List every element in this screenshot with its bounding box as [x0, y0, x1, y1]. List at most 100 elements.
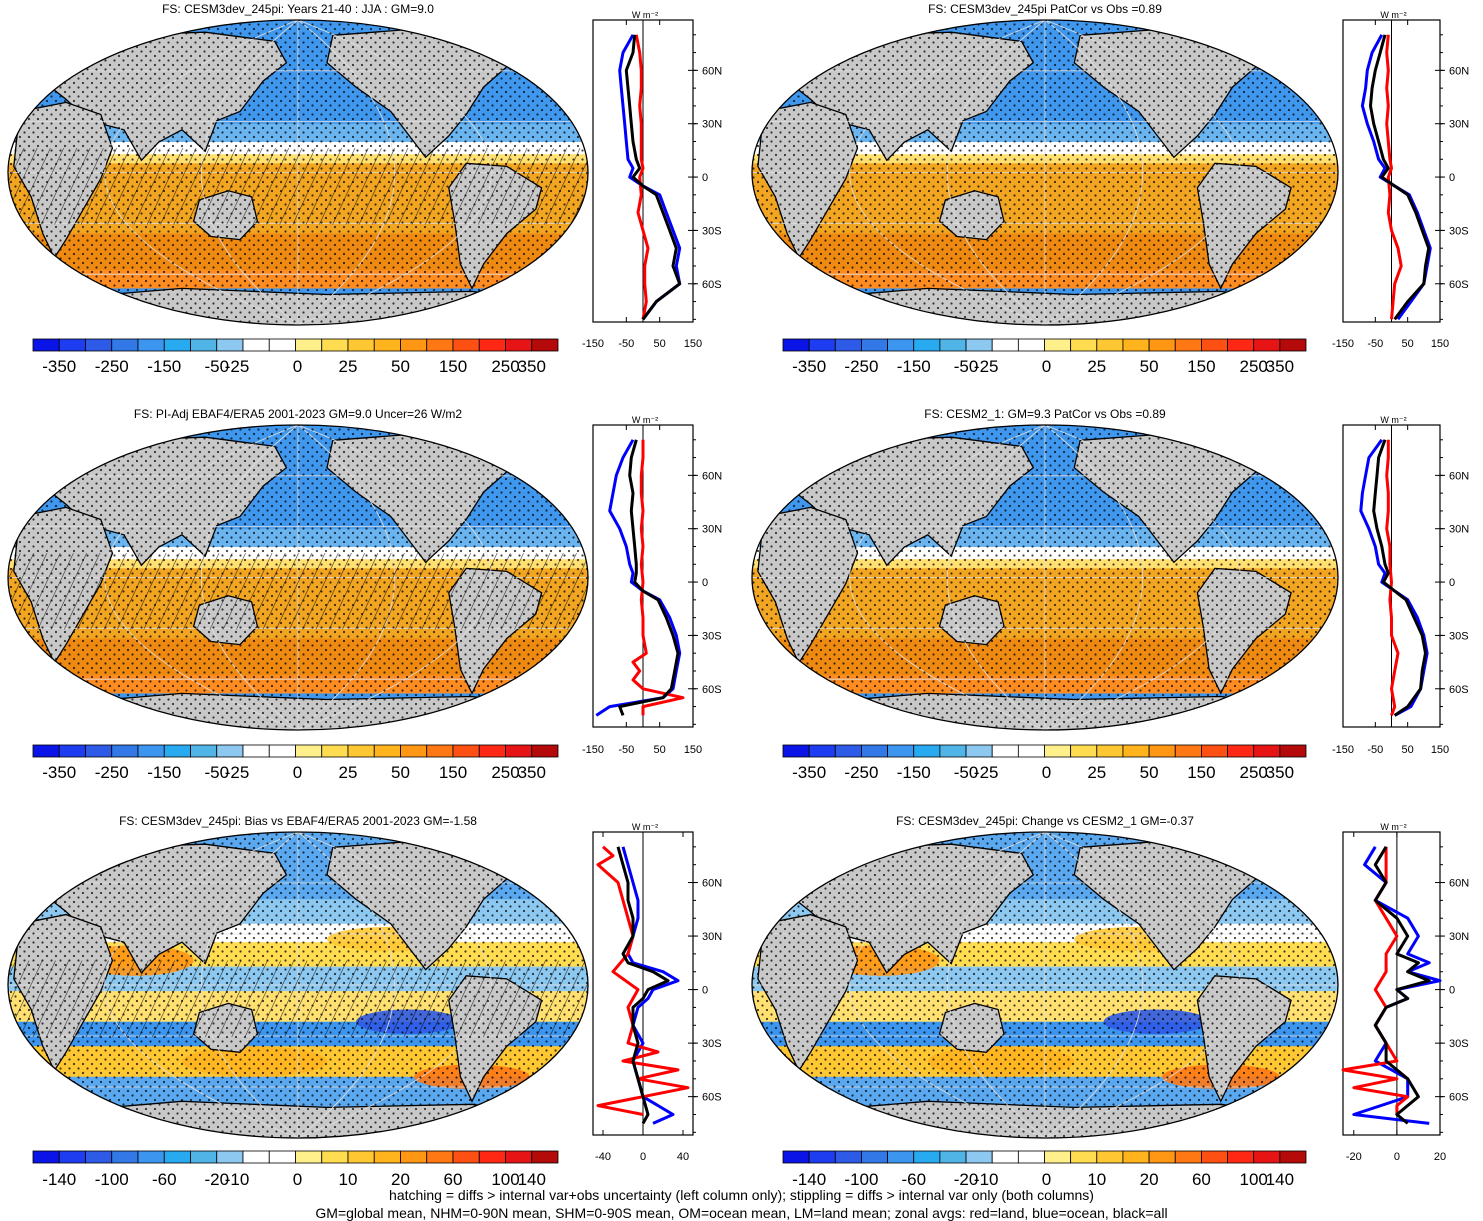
x-tick-label: 20: [1434, 1151, 1446, 1163]
lat-tick-label: 60N: [702, 470, 722, 482]
colorbar-swatch: [32, 744, 60, 758]
colorbar-swatch: [1122, 744, 1150, 758]
colorbar-swatch: [808, 338, 836, 352]
units-label: W m⁻²: [632, 415, 658, 425]
panel-title: FS: CESM3dev_245pi PatCor vs Obs =0.89: [928, 2, 1162, 16]
x-tick-label: -20: [1346, 1151, 1362, 1163]
colorbar-swatch: [1070, 338, 1098, 352]
zonal-mean-plot: 60N 30N 0 30S 60S -150 -50 50 150 W m⁻²: [582, 10, 722, 350]
colorbar-swatch: [1253, 744, 1281, 758]
lat-tick-label: 0: [702, 172, 708, 184]
colorbar-label: 250: [1240, 357, 1268, 376]
zonal-series-ocean: [618, 34, 682, 321]
colorbar-swatch: [782, 338, 810, 352]
colorbar-label: 60: [444, 1170, 463, 1189]
zonal-series-land: [1385, 439, 1400, 716]
x-tick-label: 150: [1431, 744, 1449, 756]
colorbar-swatch: [808, 1150, 836, 1164]
zonal-series-ocean: [1360, 34, 1432, 321]
colorbar-swatch: [834, 1150, 862, 1164]
lat-tick-label: 0: [1449, 985, 1455, 997]
hatching: [8, 960, 588, 1038]
colorbar-swatch: [1174, 1150, 1202, 1164]
colorbar-swatch: [1174, 338, 1202, 352]
colorbar-swatch: [965, 744, 993, 758]
x-tick-label: -50: [1367, 744, 1383, 756]
panel-title: FS: PI-Adj EBAF4/ERA5 2001-2023 GM=9.0 U…: [134, 407, 462, 421]
colorbar-swatch: [452, 1150, 480, 1164]
panel-title: FS: CESM3dev_245pi: Bias vs EBAF4/ERA5 2…: [119, 814, 477, 828]
colorbar-swatch: [111, 338, 139, 352]
stippling: [752, 20, 1338, 325]
colorbar-label: 150: [439, 357, 467, 376]
lat-tick-label: 60N: [702, 65, 722, 77]
colorbar-swatch: [190, 338, 218, 352]
x-tick-label: 50: [654, 744, 666, 756]
colorbar-swatch: [531, 744, 559, 758]
colorbar-swatch: [163, 744, 191, 758]
units-label: W m⁻²: [632, 822, 658, 832]
colorbar-swatch: [1227, 744, 1255, 758]
map-border: [7, 19, 589, 326]
colorbar-swatch: [808, 744, 836, 758]
lat-tick-label: 60S: [1449, 279, 1469, 291]
lat-tick-label: 30S: [1449, 1038, 1469, 1050]
colorbar-label: 50: [391, 357, 410, 376]
colorbar-swatch: [137, 1150, 165, 1164]
x-tick-label: 150: [1431, 338, 1449, 350]
colorbar-label: -60: [901, 1170, 926, 1189]
lat-tick-label: 30N: [702, 931, 722, 943]
colorbar-swatch: [190, 1150, 218, 1164]
colorbar-label: 350: [1266, 763, 1294, 782]
colorbar-label: 50: [391, 763, 410, 782]
map-border: [751, 19, 1339, 326]
lat-tick-label: 60S: [1449, 684, 1469, 696]
colorbar-swatch: [373, 744, 401, 758]
colorbar-swatch: [913, 338, 941, 352]
lat-tick-label: 30N: [1449, 119, 1469, 131]
colorbar-label: 0: [293, 1170, 302, 1189]
stippling: [752, 425, 1338, 730]
colorbar-swatch: [85, 338, 113, 352]
colorbar-label: -140: [42, 1170, 76, 1189]
colorbar-swatch: [452, 338, 480, 352]
colorbar-swatch: [1279, 744, 1307, 758]
colorbar-swatch: [137, 338, 165, 352]
colorbar-swatch: [1044, 744, 1072, 758]
colorbar-swatch: [426, 744, 454, 758]
colorbar-label: -50: [204, 763, 229, 782]
colorbar-label: 0: [1042, 763, 1051, 782]
colorbar-swatch: [913, 1150, 941, 1164]
colorbar-swatch: [991, 744, 1019, 758]
colorbar-label: 50: [1140, 357, 1159, 376]
lat-tick-label: 60S: [702, 279, 722, 291]
colorbar-swatch: [373, 1150, 401, 1164]
colorbar-swatch: [861, 1150, 889, 1164]
colorbar-label: 50: [1140, 763, 1159, 782]
colorbar-swatch: [242, 1150, 270, 1164]
colorbar-label: -250: [95, 357, 129, 376]
colorbar-label: 25: [339, 357, 358, 376]
panel-4: FS: CESM2_1: GM=9.3 PatCor vs Obs =0.89 -…: [751, 407, 1469, 782]
x-tick-label: 50: [654, 338, 666, 350]
colorbar-label: 100: [1240, 1170, 1268, 1189]
colorbar-swatch: [1017, 1150, 1045, 1164]
colorbar-label: -25: [225, 763, 250, 782]
colorbar-swatch: [1174, 744, 1202, 758]
zonal-mean-plot: 60N 30N 0 30S 60S -20 0 20 W m⁻²: [1341, 822, 1469, 1163]
colorbar-swatch: [268, 1150, 296, 1164]
colorbar-swatch: [111, 1150, 139, 1164]
colorbar-swatch: [505, 744, 533, 758]
colorbar-label: -25: [974, 763, 999, 782]
colorbar-label: -250: [95, 763, 129, 782]
colorbar-label: -350: [42, 763, 76, 782]
colorbar-label: 140: [518, 1170, 546, 1189]
colorbar-swatch: [295, 744, 323, 758]
colorbar-swatch: [163, 1150, 191, 1164]
colorbar-swatch: [1096, 744, 1124, 758]
colorbar-swatch: [1201, 1150, 1228, 1164]
colorbar-label: 140: [1266, 1170, 1294, 1189]
hatching: [8, 553, 588, 630]
